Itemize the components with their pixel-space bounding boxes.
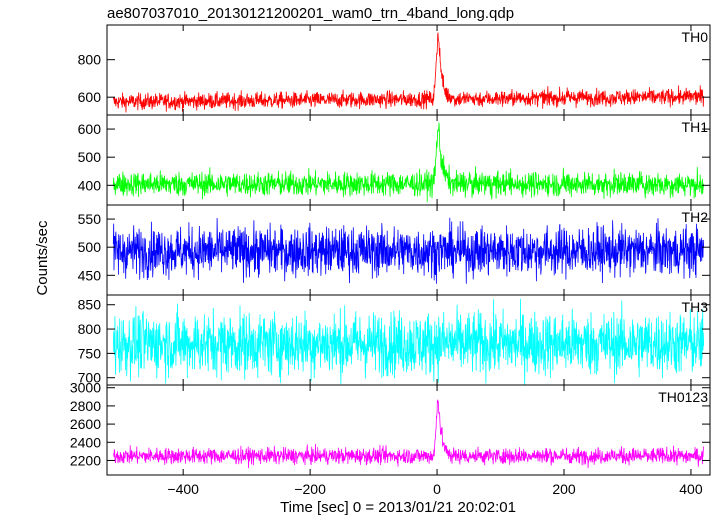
y-axis-label: Counts/sec (34, 220, 51, 296)
y-tick-label: 600 (78, 89, 102, 105)
y-tick-label: 2400 (70, 434, 101, 450)
y-tick-label: 750 (78, 345, 102, 361)
x-tick-label: 200 (552, 481, 576, 497)
y-tick-label: 600 (78, 121, 102, 137)
y-tick-label: 3000 (70, 380, 101, 396)
series-th0123 (112, 399, 705, 469)
y-tick-label: 450 (78, 267, 102, 283)
series-th0 (112, 32, 705, 113)
panel-label-th3: TH3 (682, 299, 709, 315)
x-tick-label: −400 (167, 481, 199, 497)
panel-label-th0123: TH0123 (658, 389, 708, 405)
y-tick-label: 500 (78, 149, 102, 165)
y-tick-label: 850 (78, 297, 102, 313)
panel-label-th2: TH2 (682, 209, 709, 225)
x-tick-label: 0 (433, 481, 441, 497)
y-tick-label: 2600 (70, 416, 101, 432)
y-tick-label: 550 (78, 211, 102, 227)
y-tick-label: 800 (78, 52, 102, 68)
panel-label-th1: TH1 (682, 119, 709, 135)
chart-title: ae807037010_20130121200201_wam0_trn_4ban… (107, 5, 514, 22)
series-th3 (112, 298, 705, 385)
series-th1 (112, 122, 705, 203)
y-tick-label: 700 (78, 370, 102, 386)
y-tick-label: 500 (78, 239, 102, 255)
x-tick-label: 400 (679, 481, 703, 497)
panel-frame-th0123 (106, 384, 711, 476)
panels-group: TH0 600 800 TH1 400 500 600 TH2 450 500 550 TH3 700 7… (70, 24, 711, 497)
x-axis-label: Time [sec] 0 = 2013/01/21 20:02:01 (280, 499, 516, 516)
y-tick-label: 400 (78, 177, 102, 193)
panel-label-th0: TH0 (682, 29, 709, 45)
y-tick-label: 2800 (70, 398, 101, 414)
y-tick-label: 2200 (70, 452, 101, 468)
x-tick-label: −200 (294, 481, 326, 497)
series-th2 (112, 217, 705, 284)
y-tick-label: 800 (78, 321, 102, 337)
